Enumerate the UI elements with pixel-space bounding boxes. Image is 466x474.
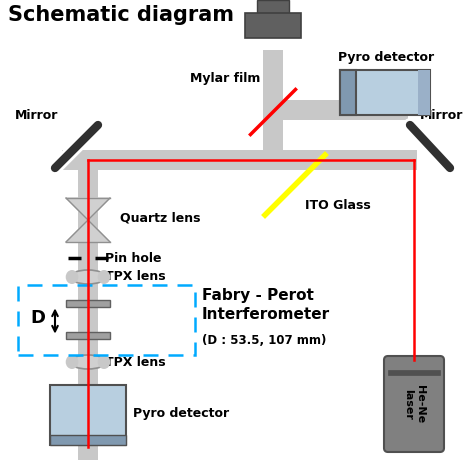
Bar	[66, 332, 110, 339]
Ellipse shape	[66, 270, 78, 284]
Ellipse shape	[70, 355, 106, 369]
Bar	[245, 13, 301, 38]
Text: Pyro detector: Pyro detector	[133, 407, 229, 419]
Bar	[263, 50, 283, 165]
Text: Mylar film: Mylar film	[190, 72, 260, 84]
Ellipse shape	[66, 355, 78, 369]
FancyBboxPatch shape	[384, 356, 444, 452]
Polygon shape	[66, 220, 110, 242]
Text: TPX lens: TPX lens	[105, 271, 165, 283]
Text: Mirror: Mirror	[15, 109, 58, 121]
Bar	[50, 435, 126, 445]
Bar	[340, 70, 430, 115]
Ellipse shape	[98, 270, 110, 284]
Text: D: D	[30, 309, 45, 327]
Bar	[257, 0, 289, 15]
Bar	[418, 70, 430, 115]
Ellipse shape	[70, 270, 106, 284]
Bar	[18, 285, 195, 355]
Bar	[50, 385, 126, 445]
Text: Schematic diagram: Schematic diagram	[8, 5, 234, 25]
Bar	[273, 100, 408, 120]
Text: Quartz lens: Quartz lens	[120, 211, 200, 225]
Bar	[388, 370, 440, 375]
Text: Pin hole: Pin hole	[105, 252, 162, 264]
Bar	[62, 150, 417, 170]
Text: Mirror: Mirror	[420, 109, 463, 121]
Text: ITO Glass: ITO Glass	[305, 199, 371, 211]
Bar	[340, 70, 356, 115]
Polygon shape	[66, 198, 110, 220]
Text: He-Ne
laser: He-Ne laser	[403, 385, 425, 423]
Bar	[78, 170, 98, 460]
Text: Pyro detector: Pyro detector	[338, 51, 434, 64]
Text: (D : 53.5, 107 mm): (D : 53.5, 107 mm)	[202, 334, 326, 346]
Text: Fabry - Perot
Interferometer: Fabry - Perot Interferometer	[202, 288, 330, 322]
Text: TPX lens: TPX lens	[105, 356, 165, 368]
Ellipse shape	[98, 355, 110, 369]
Bar	[66, 300, 110, 307]
